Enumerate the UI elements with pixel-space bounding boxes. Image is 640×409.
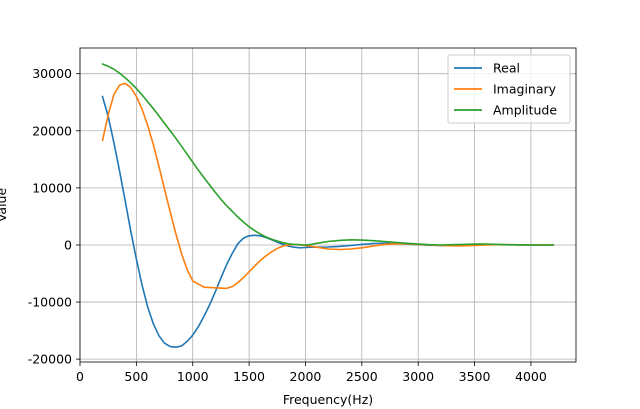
grid xyxy=(79,48,576,362)
legend-label-amplitude: Amplitude xyxy=(493,103,557,118)
series-line-imaginary xyxy=(101,82,555,290)
x-axis-label: Frequency(Hz) xyxy=(283,392,373,407)
x-tick-label: 0 xyxy=(76,369,84,384)
legend-box xyxy=(447,54,571,124)
legend-label-real: Real xyxy=(493,61,520,76)
x-tick-label: 500 xyxy=(124,369,148,384)
x-tick-label: 3000 xyxy=(402,369,434,384)
series-lines xyxy=(101,63,555,349)
y-tick-label: 0 xyxy=(64,237,72,252)
legend-label-imaginary: Imaginary xyxy=(493,82,557,97)
y-tick-label: -10000 xyxy=(28,295,72,310)
x-tick-label: 4000 xyxy=(515,369,547,384)
series-line-real xyxy=(101,95,555,349)
x-tick-label: 1500 xyxy=(233,369,265,384)
y-axis-label: Value xyxy=(0,188,9,223)
x-tick-label: 1000 xyxy=(177,369,209,384)
series-line-amplitude xyxy=(101,63,555,246)
y-tick-label: -20000 xyxy=(28,352,72,367)
legend: Real Imaginary Amplitude xyxy=(447,54,571,124)
y-tick-label: 30000 xyxy=(32,66,72,81)
x-tick-label: 3500 xyxy=(459,369,491,384)
y-tick-label: 20000 xyxy=(32,123,72,138)
plot-frame xyxy=(79,47,577,363)
x-tick-label: 2000 xyxy=(290,369,322,384)
x-tick-label: 2500 xyxy=(346,369,378,384)
axis-ticks: 0 500 1000 1500 2000 2500 3000 3500 4000 -20000 -1… xyxy=(28,66,547,384)
y-tick-label: 10000 xyxy=(32,180,72,195)
